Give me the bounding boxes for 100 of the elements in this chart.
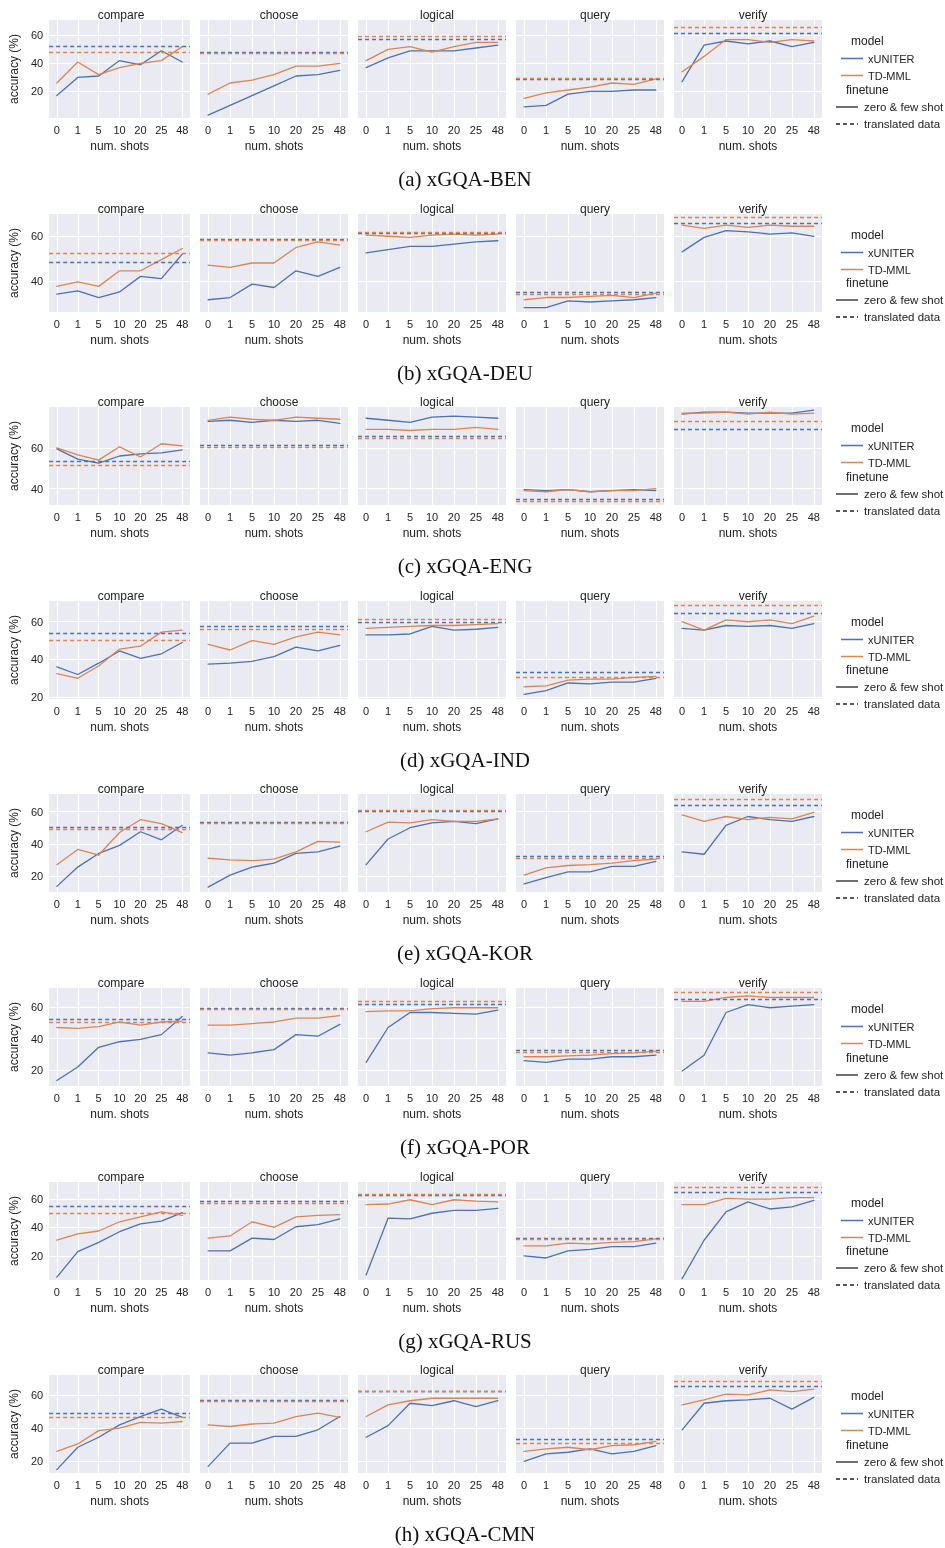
x-tick-label: 20 xyxy=(763,704,777,717)
legend-label: TD-MML xyxy=(868,1424,911,1437)
chart-title: verify xyxy=(738,588,768,603)
chart-title: choose xyxy=(259,1363,299,1378)
x-tick-label: 25 xyxy=(785,510,799,523)
x-tick-label: 0 xyxy=(521,317,528,330)
x-tick-label: 20 xyxy=(447,704,461,717)
x-tick-label: 10 xyxy=(267,123,281,136)
y-tick-label: 40 xyxy=(30,274,44,287)
x-tick-label: 0 xyxy=(53,1478,60,1491)
chart-title: compare xyxy=(97,395,145,410)
x-tick-label: 10 xyxy=(425,897,439,910)
y-axis-title: accuracy (%) xyxy=(7,227,21,298)
y-tick-label: 40 xyxy=(30,482,44,495)
x-tick-label: 10 xyxy=(267,510,281,523)
legend-label: TD-MML xyxy=(868,456,911,469)
x-tick-label: 5 xyxy=(722,1285,730,1298)
chart-title: logical xyxy=(419,588,455,603)
x-axis-title: num. shots xyxy=(90,332,149,347)
x-tick-label: 10 xyxy=(425,1285,439,1298)
x-tick-label: 1 xyxy=(701,1091,708,1104)
x-tick-label: 48 xyxy=(333,1285,346,1298)
x-tick-label: 0 xyxy=(363,510,370,523)
text: finetune xyxy=(846,1244,889,1259)
x-tick-label: 0 xyxy=(363,897,370,910)
y-tick-label: 20 xyxy=(30,1455,44,1468)
x-tick-label: 0 xyxy=(521,897,528,910)
text: (c) xGQA-ENG xyxy=(396,554,534,580)
y-axis-title: accuracy (%) xyxy=(7,1389,21,1460)
x-tick-label: 20 xyxy=(763,1285,777,1298)
x-tick-label: 48 xyxy=(491,510,504,523)
x-tick-label: 48 xyxy=(491,123,504,136)
chart-title: choose xyxy=(259,1169,299,1184)
text: (a) xGQA-BEN xyxy=(397,167,533,192)
x-tick-label: 20 xyxy=(134,317,147,330)
text: (e) xGQA-KOR xyxy=(396,941,534,967)
y-tick-label: 60 xyxy=(30,442,44,455)
x-tick-label: 48 xyxy=(491,317,504,330)
chart-title: choose xyxy=(259,782,299,797)
chart-title: verify xyxy=(738,1363,768,1378)
x-tick-label: 10 xyxy=(113,1478,126,1491)
chart-title: query xyxy=(579,1363,611,1378)
text: finetune xyxy=(846,1050,889,1065)
x-axis-title: num. shots xyxy=(90,1494,149,1509)
x-tick-label: 0 xyxy=(205,1285,212,1298)
x-tick-label: 1 xyxy=(227,704,234,717)
x-tick-label: 5 xyxy=(722,317,730,330)
x-tick-label: 0 xyxy=(363,1285,370,1298)
x-tick-label: 25 xyxy=(311,1478,325,1491)
x-axis-title: num. shots xyxy=(244,719,304,734)
x-tick-label: 5 xyxy=(406,123,414,136)
x-tick-label: 0 xyxy=(679,510,686,523)
x-tick-label: 5 xyxy=(564,704,572,717)
y-tick-label: 20 xyxy=(30,870,44,883)
x-tick-label: 20 xyxy=(605,1091,619,1104)
x-tick-label: 20 xyxy=(134,1091,147,1104)
x-tick-label: 25 xyxy=(469,317,483,330)
x-tick-label: 25 xyxy=(785,317,799,330)
y-tick-label: 20 xyxy=(30,1249,44,1262)
x-tick-label: 1 xyxy=(74,704,81,717)
x-tick-label: 48 xyxy=(176,1091,189,1104)
legend-title: model xyxy=(851,421,884,436)
x-tick-label: 10 xyxy=(583,1091,597,1104)
x-axis-title: num. shots xyxy=(560,1300,620,1315)
y-tick-label: 40 xyxy=(30,1221,44,1234)
x-axis-title: num. shots xyxy=(560,719,620,734)
x-tick-label: 20 xyxy=(605,1285,619,1298)
x-tick-label: 25 xyxy=(469,510,483,523)
chart-title: compare xyxy=(97,8,145,22)
x-tick-label: 5 xyxy=(406,317,414,330)
x-tick-label: 10 xyxy=(267,897,281,910)
x-tick-label: 5 xyxy=(248,510,256,523)
chart-title: logical xyxy=(419,8,455,22)
text: translated data xyxy=(864,891,941,904)
x-tick-label: 10 xyxy=(583,123,597,136)
x-axis-title: num. shots xyxy=(244,332,304,347)
x-axis-title: num. shots xyxy=(718,719,778,734)
x-tick-label: 5 xyxy=(248,1091,256,1104)
text: (h) xGQA-CMN xyxy=(393,1522,537,1548)
chart-title: choose xyxy=(259,588,299,603)
x-tick-label: 5 xyxy=(564,123,572,136)
x-tick-label: 20 xyxy=(605,897,619,910)
x-tick-label: 20 xyxy=(605,704,619,717)
legend-label: xUNITER xyxy=(868,633,915,646)
x-tick-label: 48 xyxy=(649,317,662,330)
chart-title: verify xyxy=(738,782,768,797)
x-tick-label: 5 xyxy=(248,897,256,910)
y-tick-label: 60 xyxy=(30,1389,44,1402)
x-tick-label: 10 xyxy=(741,704,755,717)
x-tick-label: 0 xyxy=(363,317,370,330)
x-tick-label: 10 xyxy=(113,510,126,523)
x-tick-label: 48 xyxy=(333,317,346,330)
x-tick-label: 48 xyxy=(491,704,504,717)
x-tick-label: 25 xyxy=(155,317,168,330)
x-tick-label: 25 xyxy=(311,704,325,717)
x-tick-label: 48 xyxy=(176,510,189,523)
x-tick-label: 1 xyxy=(227,897,234,910)
legend-label: TD-MML xyxy=(868,843,911,856)
x-tick-label: 20 xyxy=(447,1091,461,1104)
x-tick-label: 48 xyxy=(333,704,346,717)
